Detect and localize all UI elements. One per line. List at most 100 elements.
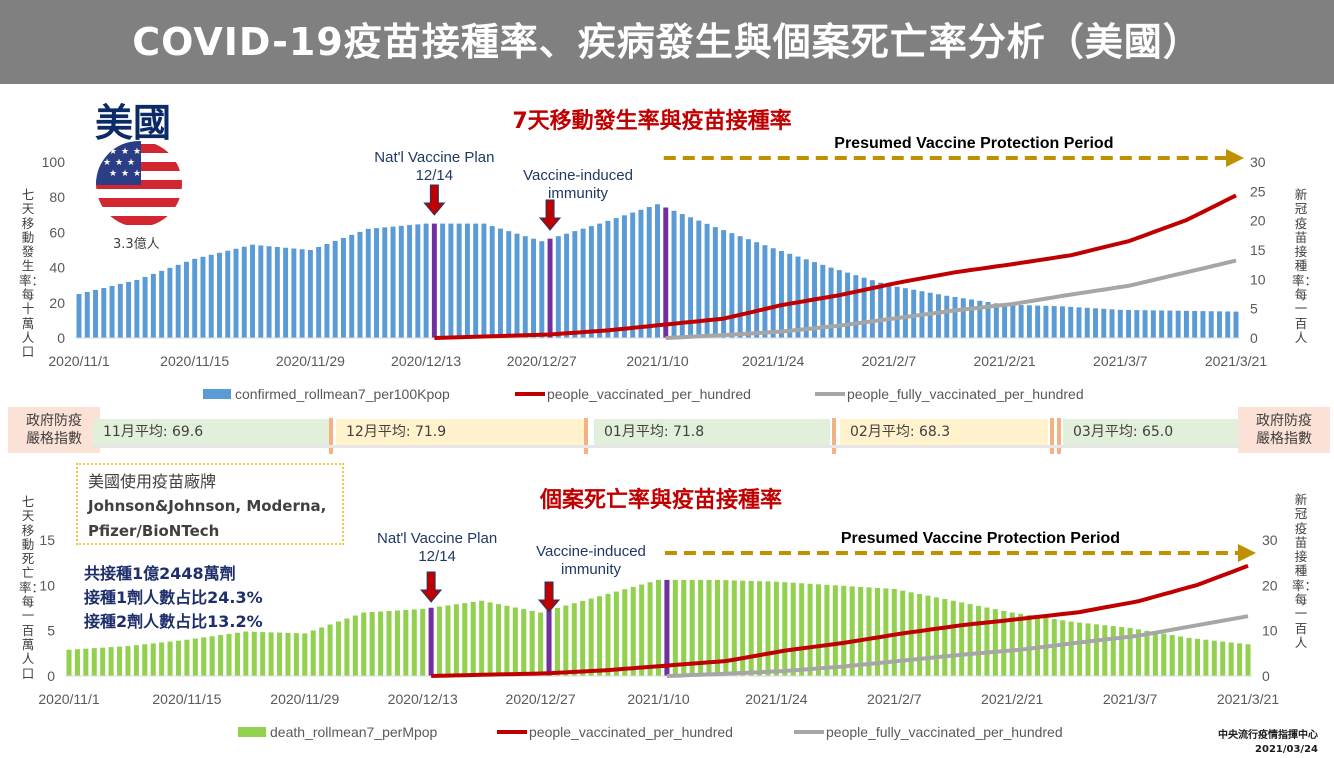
y2-tick-label: 0 — [1262, 668, 1270, 684]
legend-label: people_vaccinated_per_hundred — [547, 386, 751, 402]
bar — [723, 580, 729, 676]
bar — [497, 228, 503, 338]
y-tick-label: 40 — [49, 260, 65, 276]
bar — [1169, 635, 1175, 676]
bar — [1220, 641, 1226, 676]
bar — [1117, 309, 1123, 338]
bar — [630, 586, 636, 676]
bar — [1127, 627, 1133, 676]
bar — [688, 217, 694, 338]
bar — [984, 607, 990, 676]
y-tick-label: 5 — [47, 623, 55, 639]
bar — [630, 212, 636, 338]
y2-tick-label: 30 — [1250, 154, 1266, 170]
bar — [175, 640, 182, 676]
source-label: 中央流行疫情指揮中心 — [1218, 730, 1318, 741]
bar — [874, 587, 880, 676]
bar — [225, 250, 231, 338]
bar — [911, 289, 917, 338]
bar — [1225, 311, 1231, 338]
bar — [745, 239, 751, 338]
stringency-label-left: 政府防疫 嚴格指數 — [8, 407, 100, 453]
bar — [894, 286, 900, 338]
bar — [324, 243, 330, 338]
bar — [76, 294, 82, 338]
bar — [853, 275, 859, 338]
bar — [1194, 638, 1200, 676]
bar — [431, 223, 437, 338]
bar — [655, 579, 662, 676]
bar — [992, 609, 998, 676]
bar — [762, 245, 768, 338]
bar — [1102, 625, 1108, 676]
stringency-separators — [92, 418, 1238, 454]
country-name: 美國 — [95, 101, 172, 145]
y2-tick-label: 0 — [1250, 330, 1258, 346]
bar — [142, 644, 148, 676]
x-tick-label: 2020/11/1 — [38, 691, 99, 707]
bar — [316, 246, 322, 338]
bar — [327, 624, 333, 676]
y-tick-label: 100 — [42, 154, 66, 170]
bar — [613, 591, 619, 676]
bar — [234, 632, 240, 676]
bar — [1093, 624, 1099, 676]
bar — [175, 264, 181, 338]
bar — [580, 228, 586, 338]
bar — [529, 610, 535, 676]
protection-period-label: Presumed Vaccine Protection Period — [834, 135, 1113, 152]
bar — [1110, 626, 1116, 676]
bar — [514, 233, 520, 338]
bar — [117, 283, 123, 338]
bar — [861, 277, 867, 338]
bar — [83, 648, 89, 676]
bar — [200, 256, 206, 338]
bar — [1203, 639, 1209, 676]
bar — [307, 250, 313, 338]
svg-text:★: ★ — [103, 157, 111, 167]
bar — [704, 223, 710, 338]
bar — [740, 580, 746, 676]
bar — [815, 584, 822, 676]
bar — [787, 253, 793, 338]
bar — [1167, 310, 1173, 338]
bar — [1237, 643, 1243, 676]
y-tick-label: 80 — [49, 189, 65, 205]
date-label: 2021/03/24 — [1255, 744, 1318, 755]
annotation-vaccine-plan: Nat'l Vaccine Plan — [377, 530, 497, 547]
bar — [1076, 307, 1082, 338]
bar — [310, 630, 316, 676]
bar — [415, 224, 421, 338]
bar — [1233, 311, 1239, 338]
bar — [420, 608, 426, 676]
bar — [1211, 640, 1217, 676]
bar — [481, 223, 487, 338]
bar — [344, 618, 350, 676]
bar — [671, 210, 677, 338]
bar — [605, 220, 611, 338]
y-tick-label: 0 — [47, 668, 55, 684]
x-tick-label: 2021/2/7 — [867, 691, 922, 707]
bar — [487, 602, 493, 676]
bar — [1126, 309, 1132, 338]
x-tick-label: 2021/2/7 — [862, 353, 917, 369]
bar — [1134, 310, 1140, 338]
x-tick-label: 2020/11/15 — [160, 353, 229, 369]
x-tick-label: 2021/2/21 — [973, 353, 1035, 369]
bar — [547, 238, 553, 338]
legend-swatch — [203, 389, 231, 399]
bar — [108, 647, 114, 676]
bar — [217, 252, 222, 338]
x-tick-label: 2021/1/24 — [742, 353, 804, 369]
bar — [1183, 310, 1189, 338]
bar — [555, 236, 561, 338]
annotation-vaccine-plan-date: 12/14 — [418, 548, 456, 565]
page-title: COVID-19疫苗接種率、疾病發生與個案死亡率分析（美國） — [132, 20, 1202, 64]
bar — [1084, 307, 1090, 338]
bar — [597, 223, 603, 338]
bar — [790, 582, 796, 676]
x-tick-label: 2020/11/15 — [152, 691, 221, 707]
x-tick-label: 2020/11/29 — [270, 691, 339, 707]
bar — [100, 647, 106, 676]
bar — [902, 288, 908, 338]
